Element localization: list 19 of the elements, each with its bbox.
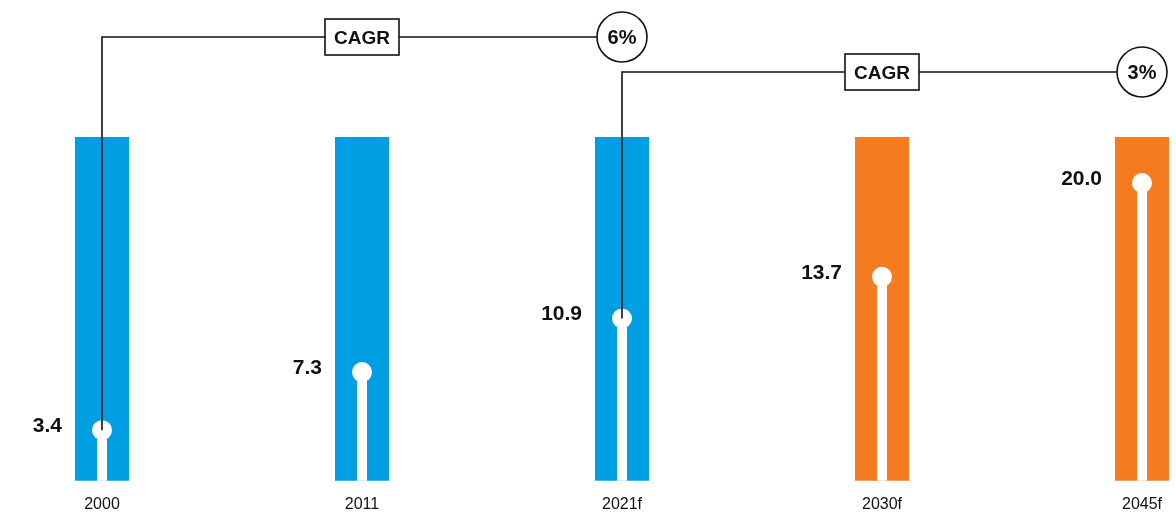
point [1132,173,1152,193]
point [612,308,632,329]
point [872,266,892,287]
text: 3% [1127,61,1157,83]
point [92,420,112,441]
x-tick-label: 2030f [861,494,903,512]
x-tick-label: 2045f [1121,494,1163,512]
text: 6% [607,26,637,48]
data-label: 7.3 [292,354,322,378]
annotation: CAGR [334,27,391,48]
point [352,362,372,383]
data-label: 10.9 [541,301,582,325]
x-tick-label: 2000 [84,494,120,512]
annotation: CAGR [854,62,911,83]
x-tick-label: 2021f [601,494,643,512]
data-label: 13.7 [801,259,842,283]
data-label: 3.4 [32,412,63,436]
x-tick-label: 2011 [344,494,380,512]
data-label: 20.0 [1061,165,1102,189]
